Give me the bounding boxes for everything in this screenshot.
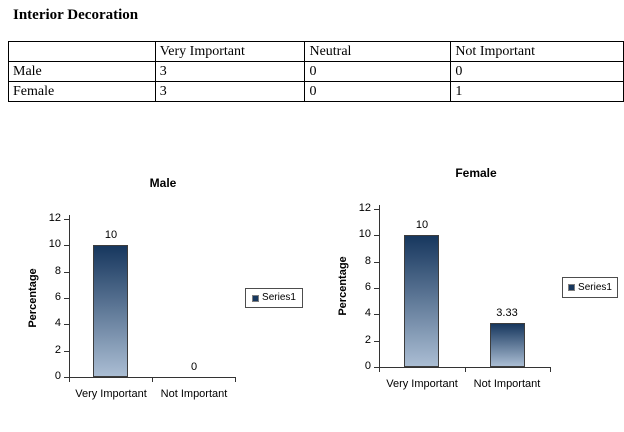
y-tick: [374, 314, 379, 315]
data-label: 3.33: [496, 307, 518, 319]
summary-table: Very Important Neutral Not Important Male 3 0…: [8, 41, 624, 102]
table-cell[interactable]: 0: [304, 81, 452, 102]
table-row-label[interactable]: Female: [8, 81, 156, 102]
x-tick: [379, 368, 380, 372]
table-cell[interactable]: 0: [304, 61, 452, 82]
y-tick-label: 0: [364, 360, 371, 372]
table-cell[interactable]: 1: [450, 81, 624, 102]
summary-table-body: Very Important Neutral Not Important Male 3 0…: [8, 41, 624, 102]
category-label: Very Important: [386, 378, 458, 390]
page-title: Interior Decoration: [13, 7, 139, 23]
y-axis-title: Percentage: [337, 256, 349, 316]
x-axis-line: [69, 377, 236, 378]
legend-box: Series1: [562, 277, 618, 298]
y-tick-label: 10: [48, 238, 61, 250]
x-tick: [465, 368, 466, 372]
y-axis-line: [69, 215, 70, 378]
bar: [404, 235, 439, 367]
bar: [490, 323, 525, 367]
y-tick-label: 2: [54, 344, 61, 356]
chart-title: Female: [455, 166, 497, 180]
y-tick: [374, 209, 379, 210]
data-label: 10: [104, 229, 118, 241]
table-header-cell[interactable]: [8, 41, 156, 62]
table-cell[interactable]: 3: [154, 61, 306, 82]
legend-label: Series1: [262, 292, 296, 303]
table-cell[interactable]: 3: [154, 81, 306, 102]
y-tick-label: 0: [54, 370, 61, 382]
y-tick-label: 8: [364, 255, 371, 267]
table-header-row: Very Important Neutral Not Important: [8, 41, 624, 62]
legend-box: Series1: [245, 288, 303, 308]
table-header-cell[interactable]: Not Important: [450, 41, 624, 62]
table-header-cell[interactable]: Neutral: [304, 41, 452, 62]
y-tick-label: 8: [54, 265, 61, 277]
table-row-label[interactable]: Male: [8, 61, 156, 82]
category-label: Not Important: [473, 378, 541, 390]
data-label: 0: [190, 361, 198, 373]
y-tick: [64, 219, 69, 220]
y-tick: [374, 288, 379, 289]
y-axis-line: [379, 205, 380, 368]
y-tick: [374, 367, 379, 368]
y-tick-label: 12: [48, 212, 61, 224]
y-tick-label: 4: [364, 307, 371, 319]
y-tick: [64, 298, 69, 299]
table-header-cell[interactable]: Very Important: [154, 41, 306, 62]
table-row: Male 3 0 0: [8, 61, 624, 82]
y-tick: [374, 262, 379, 263]
table-row: Female 3 0 1: [8, 81, 624, 102]
y-tick-label: 6: [364, 281, 371, 293]
y-tick: [374, 235, 379, 236]
legend-label: Series1: [578, 281, 612, 293]
x-tick: [235, 378, 236, 382]
y-axis-title: Percentage: [27, 268, 39, 328]
y-tick-label: 2: [364, 334, 371, 346]
y-tick: [374, 341, 379, 342]
y-tick-label: 12: [358, 202, 371, 214]
y-tick: [64, 272, 69, 273]
y-tick: [64, 324, 69, 325]
x-axis-line: [379, 367, 551, 368]
chart-title: Male: [149, 176, 177, 190]
y-tick: [64, 351, 69, 352]
legend-series-marker-icon: [252, 294, 260, 302]
category-label: Very Important: [75, 388, 147, 400]
category-label: Not Important: [160, 388, 228, 400]
x-tick: [550, 368, 551, 372]
bar: [93, 245, 128, 377]
x-tick: [69, 378, 70, 382]
y-tick-label: 6: [54, 291, 61, 303]
y-tick-label: 4: [54, 317, 61, 329]
table-cell[interactable]: 0: [450, 61, 624, 82]
x-tick: [152, 378, 153, 382]
y-tick: [64, 377, 69, 378]
y-tick: [64, 245, 69, 246]
legend-series-marker-icon: [568, 284, 576, 291]
data-label: 10: [415, 219, 429, 231]
y-tick-label: 10: [358, 228, 371, 240]
